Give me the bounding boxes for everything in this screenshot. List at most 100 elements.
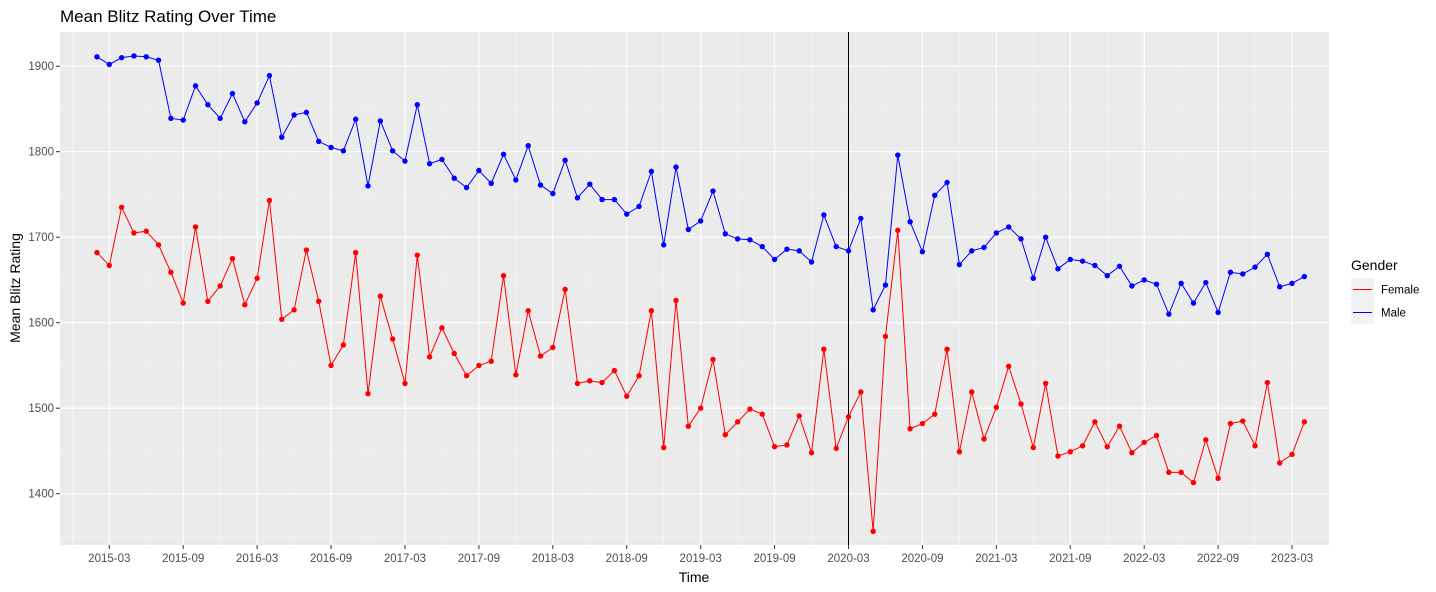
data-point-male [969, 248, 975, 254]
data-point-female [1042, 380, 1049, 387]
x-tick-label: 2019-03 [680, 553, 722, 565]
data-point-male [513, 177, 519, 183]
data-point-male [365, 183, 371, 189]
data-point-female [1055, 453, 1061, 459]
plot-panel [60, 32, 1329, 545]
data-point-female [710, 356, 716, 363]
data-point-female [821, 346, 827, 352]
y-tick-label: 1400 [28, 489, 54, 501]
y-axis: 1400 1500 1600 1700 1800 1900 [28, 61, 60, 501]
data-point-male [685, 226, 692, 233]
data-point-male [784, 246, 790, 252]
data-point-female [254, 275, 260, 281]
data-point-male [1264, 251, 1271, 257]
data-point-female [352, 249, 359, 256]
data-point-female [1067, 449, 1073, 455]
data-point-female [562, 286, 568, 293]
x-tick-label: 2021-09 [1049, 553, 1091, 565]
data-point-female [624, 393, 630, 399]
data-point-female [1153, 432, 1160, 439]
data-point-male [143, 54, 149, 60]
x-axis-title: Time [679, 569, 710, 585]
data-point-female [155, 242, 162, 248]
data-point-male [550, 190, 556, 197]
data-point-male [771, 256, 778, 263]
data-point-female [303, 247, 310, 253]
data-point-male [882, 282, 889, 288]
data-point-female [279, 316, 285, 322]
data-point-male [895, 152, 901, 158]
data-point-male [648, 168, 655, 175]
data-point-female [340, 342, 347, 348]
data-point-male [426, 160, 433, 167]
data-point-male [981, 244, 987, 251]
data-point-male [291, 112, 297, 118]
data-point-female [722, 432, 729, 438]
x-tick-label: 2020-03 [827, 553, 869, 565]
data-point-male [808, 259, 815, 265]
data-point-female [611, 367, 618, 374]
data-point-female [969, 389, 975, 395]
data-point-female [316, 298, 322, 305]
data-point-female [599, 379, 605, 386]
data-point-female [377, 293, 384, 299]
data-point-female [587, 378, 593, 384]
data-point-female [1289, 451, 1295, 458]
data-point-male [316, 138, 322, 145]
x-tick-label: 2022-03 [1123, 553, 1165, 565]
data-point-male [1301, 273, 1308, 280]
data-point-female [636, 373, 642, 379]
data-point-male [636, 203, 642, 210]
data-point-male [525, 143, 531, 149]
data-point-male [439, 156, 445, 163]
data-point-female [747, 406, 753, 412]
data-point-male [697, 218, 704, 224]
data-point-male [192, 83, 199, 89]
data-point-female [981, 436, 987, 442]
data-point-female [1141, 439, 1147, 446]
x-tick-label: 2016-03 [236, 553, 278, 565]
data-point-female [217, 283, 223, 289]
data-point-male [821, 212, 827, 218]
data-point-male [463, 184, 470, 191]
data-point-female [476, 362, 482, 369]
data-point-male [1067, 256, 1073, 263]
data-point-male [1116, 263, 1123, 269]
x-axis: 2015-03 2015-09 2016-03 2016-09 2017-03 2017-… [88, 545, 1313, 565]
data-point-female [956, 449, 963, 455]
data-point-male [118, 54, 125, 61]
data-point-male [611, 196, 618, 203]
data-point-male [1215, 309, 1221, 316]
data-point-female [1018, 401, 1024, 407]
legend-label: Male [1381, 308, 1406, 320]
data-point-female [525, 308, 531, 314]
data-point-male [1289, 280, 1295, 287]
data-point-female [660, 444, 667, 451]
data-point-male [352, 116, 359, 122]
data-point-female [266, 197, 273, 204]
data-point-male [845, 248, 852, 254]
data-point-male [1277, 284, 1283, 290]
data-point-male [1203, 279, 1209, 286]
data-point-female [858, 389, 864, 395]
chart-title: Mean Blitz Rating Over Time [60, 7, 276, 26]
data-point-male [734, 236, 741, 242]
data-point-male [451, 175, 457, 181]
legend-item-male: Male [1351, 301, 1406, 324]
data-point-female [1104, 443, 1110, 450]
data-point-male [402, 158, 408, 164]
data-point-female [1190, 479, 1197, 486]
data-point-female [1092, 419, 1098, 425]
data-point-male [562, 157, 568, 163]
data-point-male [279, 134, 285, 140]
data-point-female [426, 354, 433, 360]
data-point-male [599, 196, 605, 203]
data-point-male [1092, 262, 1098, 269]
data-point-female [537, 353, 544, 359]
data-point-female [229, 255, 236, 262]
data-point-male [168, 115, 174, 122]
data-point-male [833, 243, 839, 250]
data-point-male [1129, 283, 1135, 289]
data-point-male [537, 182, 544, 188]
data-point-female [1277, 460, 1283, 466]
